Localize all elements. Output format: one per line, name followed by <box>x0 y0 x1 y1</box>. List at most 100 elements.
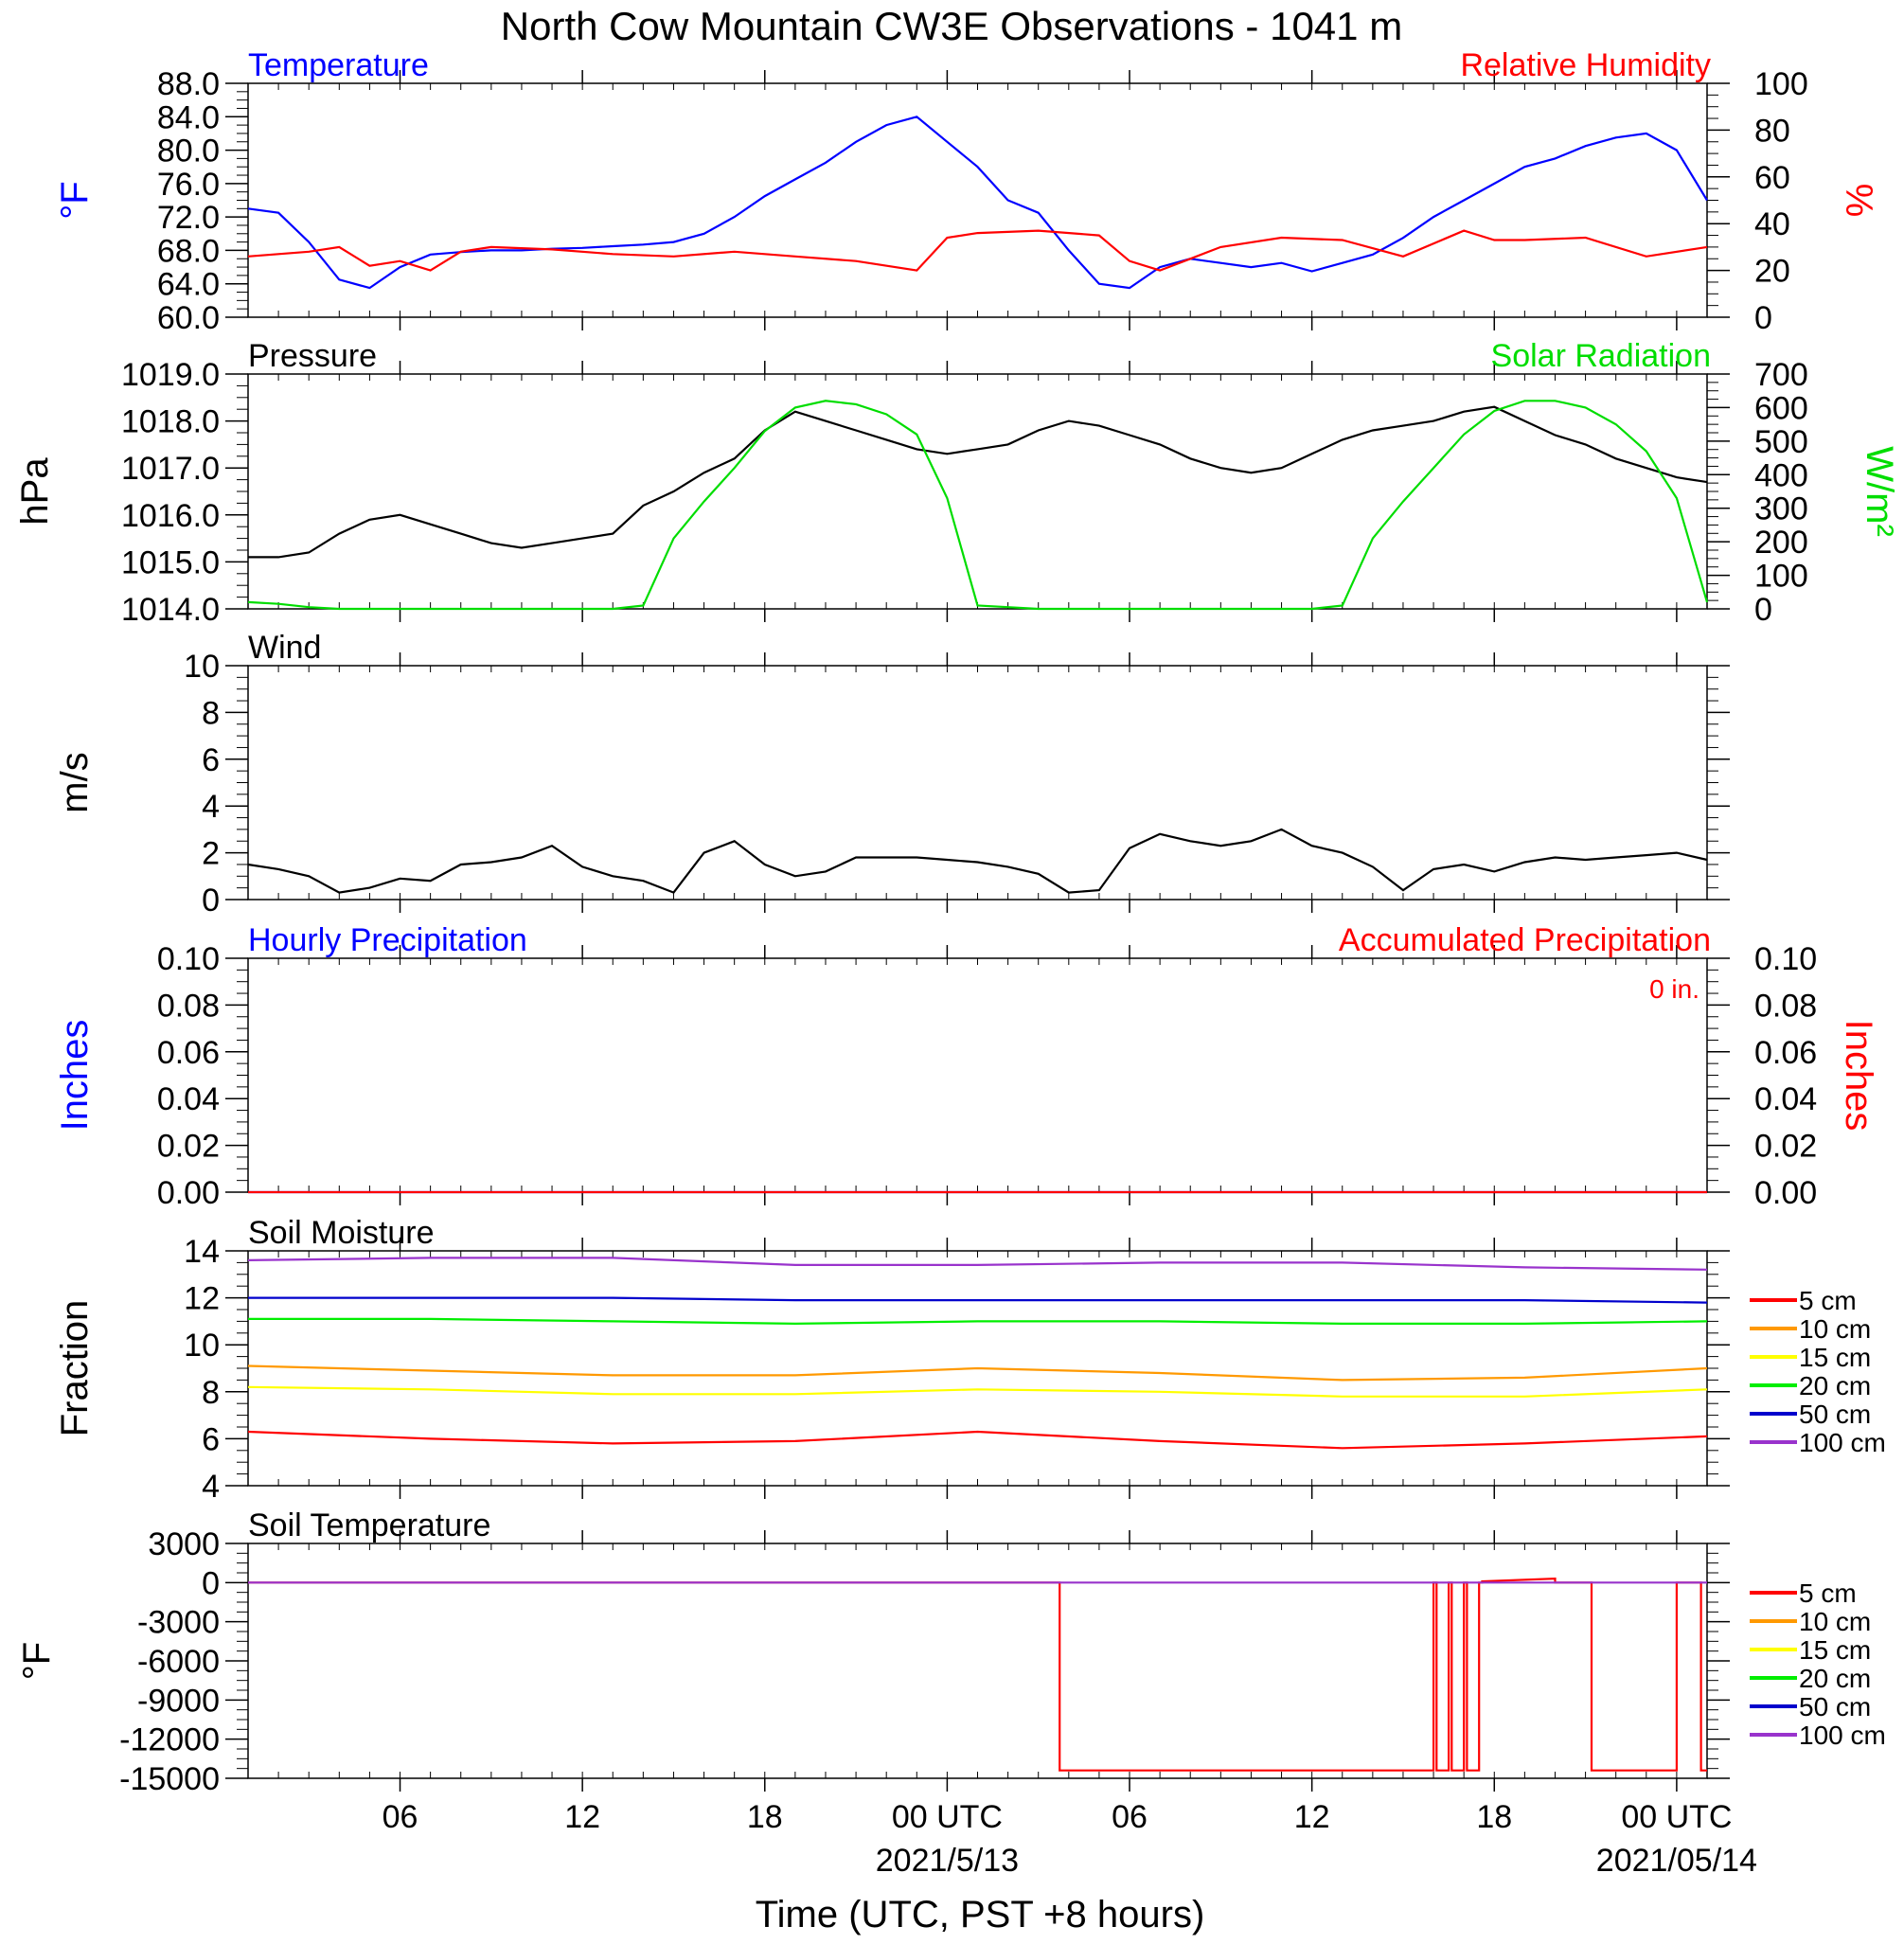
x-axis-label: Time (UTC, PST +8 hours) <box>756 1894 1205 1935</box>
y-tick-label: 3000 <box>148 1526 220 1562</box>
series-line-solar-radiation <box>247 400 1709 611</box>
series-line-wind <box>247 828 1708 894</box>
legend-label: 20 cm <box>1799 1371 1871 1400</box>
legend-label: 100 cm <box>1799 1721 1886 1750</box>
y-right-tick-label: 0.04 <box>1754 1081 1817 1117</box>
y-unit-label: m/s <box>54 752 96 812</box>
y-right-tick-label: 80 <box>1754 113 1790 149</box>
series-line-100-cm <box>247 1257 1708 1271</box>
panel-left-title: Hourly Precipitation <box>248 922 527 958</box>
y-tick-label: 84.0 <box>157 99 220 135</box>
y-unit-label: Inches <box>54 1020 96 1132</box>
y-tick-label: 1016.0 <box>121 498 220 534</box>
panels: 88.084.080.076.072.068.064.060.010080604… <box>14 47 1900 1879</box>
y-right-tick-label: 60 <box>1754 160 1790 196</box>
y-tick-label: 2 <box>202 836 220 872</box>
y-right-tick-label: 300 <box>1754 491 1808 527</box>
series-line-temperature <box>247 116 1708 290</box>
panel-left-title: Wind <box>248 630 321 666</box>
panel-left-title: Temperature <box>248 47 429 83</box>
legend-label: 10 cm <box>1799 1607 1871 1636</box>
x-tick-date-label: 2021/05/14 <box>1596 1843 1757 1879</box>
series-line-pressure <box>248 405 1708 559</box>
plot-frame <box>247 373 1708 610</box>
y-right-tick-label: 20 <box>1754 254 1790 290</box>
y-tick-label: 0.10 <box>157 941 220 977</box>
y-tick-label: 10 <box>184 1328 220 1364</box>
y-right-tick-label: 700 <box>1754 357 1808 393</box>
y-tick-label: 64.0 <box>157 267 220 303</box>
y-tick-label: 0.06 <box>157 1035 220 1071</box>
legend-label: 5 cm <box>1799 1286 1857 1315</box>
panel-left-title: Soil Temperature <box>248 1507 490 1543</box>
y-right-unit-label: % <box>1838 184 1879 218</box>
panel-pressure_solar: 1019.0 1018.0 1017.0 1016.0 1015.0 1014.0 7006… <box>14 338 1900 628</box>
y-tick-label: 12 <box>184 1281 220 1317</box>
legend-label: 15 cm <box>1799 1635 1871 1665</box>
x-tick-label: 12 <box>1294 1799 1330 1835</box>
accumulated-total-label: 0 in. <box>1649 974 1699 1004</box>
legend-label: 50 cm <box>1799 1692 1871 1721</box>
legend-label: 5 cm <box>1799 1578 1857 1608</box>
y-tick-label: 68.0 <box>157 233 220 269</box>
x-tick-label: 18 <box>1476 1799 1512 1835</box>
y-right-tick-label: 600 <box>1754 390 1808 426</box>
panel-wind: 10 8 6 4 2 0 Wind m/s <box>54 630 1730 918</box>
series-line-relative-humidity <box>247 229 1708 272</box>
y-unit-label: Fraction <box>54 1300 96 1437</box>
x-tick-label: 00 UTC <box>1621 1799 1732 1835</box>
plot-frame <box>247 1543 1708 1779</box>
y-tick-label: 0.04 <box>157 1081 220 1117</box>
y-tick-label: 1018.0 <box>121 404 220 440</box>
panel-right-title: Accumulated Precipitation <box>1339 922 1711 958</box>
legend-label: 20 cm <box>1799 1664 1871 1693</box>
panel-temp_rh: 88.084.080.076.072.068.064.060.0 100 80 60 4… <box>54 47 1879 336</box>
y-tick-label: 1017.0 <box>121 451 220 487</box>
y-right-unit-label: W/m² <box>1859 446 1900 537</box>
panel-right-title: Relative Humidity <box>1460 47 1711 83</box>
y-tick-label: -12000 <box>119 1722 220 1758</box>
y-tick-label: 1015.0 <box>121 544 220 580</box>
y-right-tick-label: 100 <box>1754 66 1808 102</box>
series-line-10-cm <box>247 1364 1708 1382</box>
y-tick-label: 1019.0 <box>121 357 220 393</box>
y-tick-label: 0.08 <box>157 988 220 1024</box>
y-tick-label: -6000 <box>137 1644 220 1680</box>
y-tick-label: 76.0 <box>157 167 220 203</box>
y-tick-label: 6 <box>202 1421 220 1457</box>
y-right-tick-label: 0.02 <box>1754 1129 1817 1165</box>
panel-left-title: Pressure <box>248 338 377 374</box>
x-tick-label: 06 <box>383 1799 418 1835</box>
y-unit-label: °F <box>54 181 96 219</box>
y-right-tick-label: 200 <box>1754 525 1808 561</box>
y-tick-label: 6 <box>202 742 220 778</box>
y-tick-label: 1014.0 <box>121 592 220 628</box>
y-right-tick-label: 0 <box>1754 300 1772 336</box>
x-tick-label: 00 UTC <box>892 1799 1003 1835</box>
y-right-tick-label: 0.08 <box>1754 988 1817 1024</box>
x-tick-label: 18 <box>747 1799 783 1835</box>
series-line-20-cm <box>248 1317 1708 1326</box>
y-tick-label: 80.0 <box>157 134 220 169</box>
y-tick-label: -15000 <box>119 1761 220 1797</box>
y-right-tick-label: 0.00 <box>1754 1175 1817 1211</box>
y-right-tick-label: 0 <box>1754 592 1772 628</box>
y-tick-label: -9000 <box>137 1683 220 1719</box>
y-right-tick-label: 40 <box>1754 206 1790 242</box>
series-line-5-cm <box>247 1430 1708 1450</box>
y-tick-label: 8 <box>202 695 220 731</box>
y-right-tick-label: 500 <box>1754 424 1808 460</box>
y-right-tick-label: 100 <box>1754 559 1808 595</box>
y-tick-label: 72.0 <box>157 200 220 236</box>
series-line-50-cm <box>248 1296 1708 1304</box>
y-tick-label: 4 <box>202 1469 220 1505</box>
series-line-5-cm <box>248 1578 1707 1772</box>
y-unit-label: hPa <box>14 457 56 526</box>
legend-label: 10 cm <box>1799 1314 1871 1344</box>
legend-label: 100 cm <box>1799 1428 1886 1457</box>
x-tick-label: 06 <box>1112 1799 1148 1835</box>
y-right-tick-label: 0.06 <box>1754 1035 1817 1071</box>
y-tick-label: 4 <box>202 789 220 825</box>
